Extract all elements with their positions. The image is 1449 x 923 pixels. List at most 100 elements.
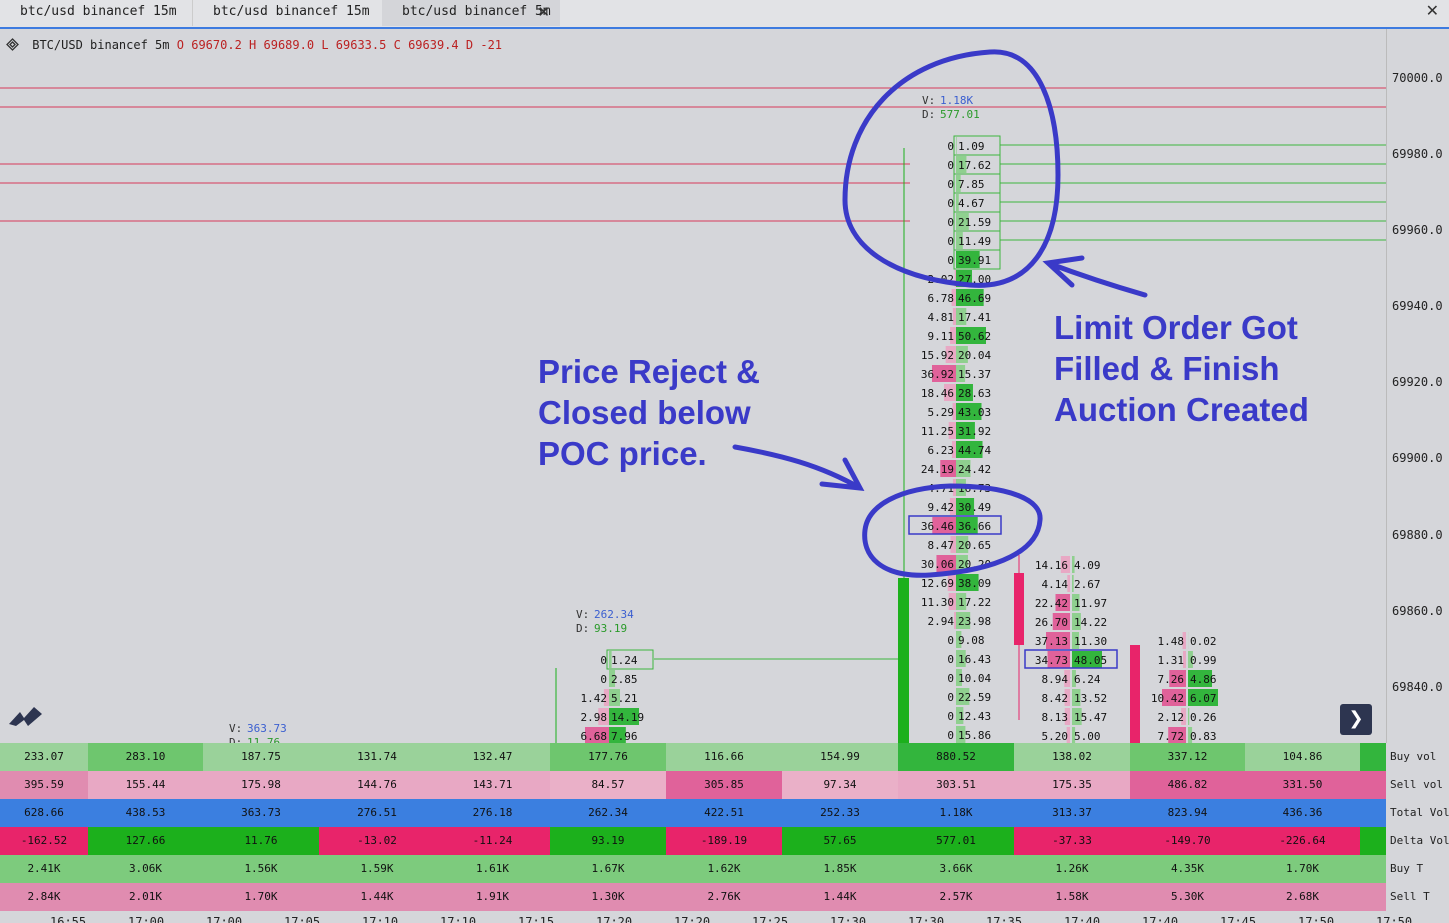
footprint-ask-value: 0.02 <box>1190 635 1217 648</box>
drawing-tool-icon[interactable] <box>6 704 46 728</box>
time-axis-label: 17:45 <box>1220 915 1257 923</box>
annotation-limit-order: Limit Order Got Filled & Finish Auction … <box>1054 309 1309 428</box>
footprint-bid-value: 9.11 <box>928 330 955 343</box>
stats-cell: 1.59K <box>319 855 435 883</box>
close-label: C <box>393 38 401 52</box>
footprint-bid-bar <box>1182 651 1186 668</box>
footprint-bid-bar <box>1067 575 1070 592</box>
footprint-ask-value: 0.26 <box>1190 711 1217 724</box>
price-axis-label: 69880.0 <box>1392 528 1443 542</box>
stats-cell: -162.52 <box>0 827 88 855</box>
stats-cell: 2.41K <box>0 855 88 883</box>
footprint-bid-value: 0 <box>947 691 954 704</box>
tab-btc-usd-15m-2[interactable]: btc/usd binancef 15m <box>192 0 380 26</box>
stats-cell: 303.51 <box>898 771 1014 799</box>
stats-cell: 823.94 <box>1130 799 1245 827</box>
footprint-bid-value: 7.72 <box>1158 730 1185 743</box>
footprint-ask-bar <box>956 137 957 154</box>
footprint-bid-bar <box>1064 708 1070 725</box>
footprint-ask-value: 7.85 <box>958 178 985 191</box>
price-axis[interactable]: 70000.0 69980.0 69960.0 69940.0 69920.0 69900… <box>1386 29 1449 743</box>
stats-cell <box>1360 855 1386 883</box>
price-axis-label: 69900.0 <box>1392 451 1443 465</box>
footprint-bid-value: 22.42 <box>1035 597 1068 610</box>
candle-delta-value: 11.76 <box>247 736 280 743</box>
footprint-ask-bar <box>1072 708 1082 725</box>
tab-btc-usd-5m[interactable]: btc/usd binancef 5m ✕ <box>382 0 560 26</box>
time-axis-label: 17:25 <box>752 915 789 923</box>
candle-delta-value: 93.19 <box>594 622 627 635</box>
close-icon[interactable]: ✕ <box>537 3 550 21</box>
stats-cell: -13.02 <box>319 827 435 855</box>
footprint-ask-bar <box>956 536 969 553</box>
footprint-ask-bar <box>956 631 962 648</box>
stats-cell: 1.85K <box>782 855 898 883</box>
footprint-level-box <box>606 649 654 670</box>
stats-cell: 276.51 <box>319 799 435 827</box>
footprint-bid-value: 1.42 <box>581 692 608 705</box>
footprint-ask-bar <box>1188 727 1193 743</box>
footprint-bid-value: 5.20 <box>1042 730 1069 743</box>
time-axis-label: 17:10 <box>440 915 477 923</box>
time-axis-label: 17:20 <box>596 915 633 923</box>
delta-label: D <box>465 38 474 52</box>
footprint-ask-value: 7.96 <box>611 730 638 743</box>
footprint-bid-bar <box>944 384 956 401</box>
footprint-ask-bar <box>1188 689 1218 706</box>
close-icon[interactable]: ✕ <box>1425 1 1439 20</box>
time-axis[interactable]: 16:55 17:00 17:00 17:05 17:10 17:10 17:15 17:20… <box>0 911 1449 923</box>
footprint-ask-value: 11.49 <box>958 235 991 248</box>
stats-cell: -226.64 <box>1245 827 1360 855</box>
footprint-bid-value: 10.42 <box>1151 692 1184 705</box>
open-value: 69670.2 <box>191 38 242 52</box>
stats-cell: 1.56K <box>203 855 319 883</box>
stats-cell: 1.58K <box>1014 883 1130 911</box>
price-axis-label: 69920.0 <box>1392 375 1443 389</box>
footprint-bid-value: 0 <box>947 216 954 229</box>
stats-cell: 144.76 <box>319 771 435 799</box>
candle-volume-label: V: <box>922 94 935 107</box>
stats-cell: 175.35 <box>1014 771 1130 799</box>
low-value: 69633.5 <box>335 38 387 52</box>
footprint-bid-value: 0 <box>600 673 607 686</box>
footprint-ask-bar <box>609 727 626 743</box>
chevron-right-icon[interactable]: ❯ <box>1340 704 1372 735</box>
footprint-bid-bar <box>1169 670 1186 687</box>
stats-cell: 84.57 <box>550 771 666 799</box>
footprint-ask-value: 20.65 <box>958 539 991 552</box>
footprint-ask-bar <box>1072 556 1075 573</box>
stats-cell: 1.91K <box>435 883 550 911</box>
footprint-ask-bar <box>609 708 639 725</box>
symbol-diamond-icon[interactable] <box>6 38 19 51</box>
footprint-bid-bar <box>936 555 956 572</box>
footprint-bid-bar <box>950 536 956 553</box>
footprint-ask-bar <box>956 327 986 344</box>
footprint-ask-bar <box>1072 727 1076 743</box>
candle-delta-label: D: <box>576 622 589 635</box>
stats-row-label: Sell T <box>1386 883 1449 911</box>
stats-cell: 577.01 <box>898 827 1014 855</box>
footprint-ask-value: 9.08 <box>958 634 985 647</box>
footprint-cells: 0 1.09 0 17.62 0 7.85 0 4.67 0 21.59 0 11.49 0 39.91 2… <box>229 94 1218 743</box>
footprint-ask-value: 31.92 <box>958 425 991 438</box>
footprint-chart[interactable]: 0 1.09 0 17.62 0 7.85 0 4.67 0 21.59 0 11.49 0 39.91 2… <box>0 29 1386 743</box>
stats-cell: 363.73 <box>203 799 319 827</box>
stats-row-delta-vol: -162.52 127.66 11.76 -13.02 -11.24 93.19 -189.… <box>0 827 1449 855</box>
footprint-ask-bar <box>1072 670 1076 687</box>
footprint-bid-bar <box>1052 613 1070 630</box>
level-lines <box>0 87 1386 660</box>
symbol-name: BTC/USD binancef 5m <box>32 38 170 52</box>
footprint-bid-value: 0 <box>947 710 954 723</box>
stats-cell: 331.50 <box>1245 771 1360 799</box>
footprint-ask-bar <box>1188 651 1193 668</box>
stats-row-buy-vol: 233.07 283.10 187.75 131.74 132.47 177.76 116.… <box>0 743 1449 771</box>
time-axis-label: 17:50 <box>1298 915 1335 923</box>
footprint-bid-value: 0 <box>947 729 954 742</box>
tab-btc-usd-15m-1[interactable]: btc/usd binancef 15m <box>0 0 190 26</box>
footprint-ask-value: 6.07 <box>1190 692 1217 705</box>
footprint-bid-bar <box>952 403 956 420</box>
candle-delta-value: 577.01 <box>940 108 980 121</box>
footprint-bid-value: 0 <box>947 634 954 647</box>
stats-cell: 5.30K <box>1130 883 1245 911</box>
footprint-ask-bar <box>609 689 621 706</box>
